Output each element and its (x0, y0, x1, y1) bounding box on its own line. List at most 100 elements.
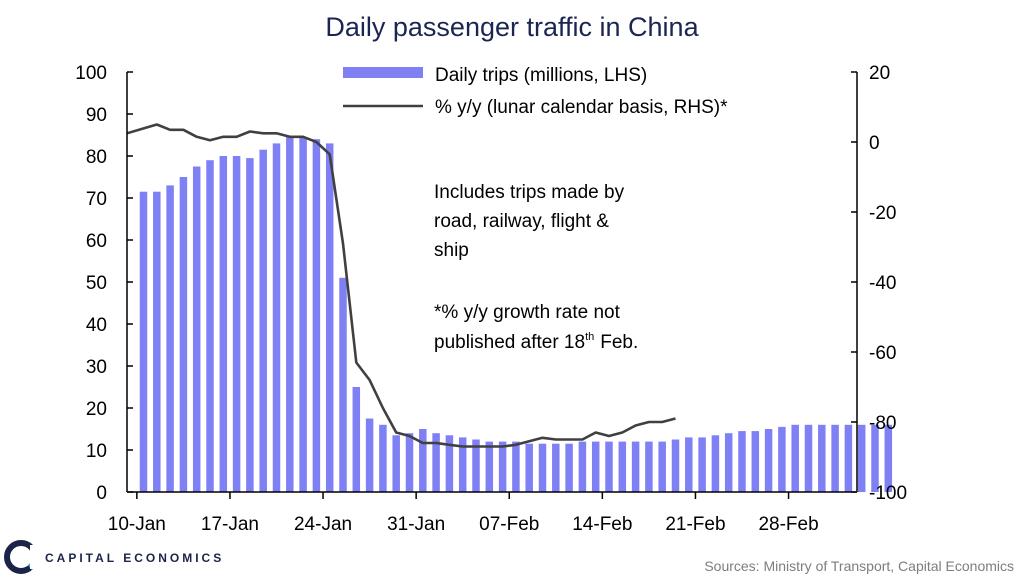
legend-bar-label: Daily trips (millions, LHS) (435, 65, 647, 86)
left-tick-label: 20 (86, 399, 107, 420)
bar (352, 387, 361, 492)
bar (578, 441, 587, 492)
bar (685, 437, 693, 492)
bar (804, 424, 813, 492)
annotation-line-3: ship (434, 240, 469, 261)
bar (432, 433, 440, 492)
bar (485, 441, 494, 492)
bar (166, 185, 174, 492)
bar (286, 137, 294, 492)
annotation-line-1: Includes trips made by (434, 182, 625, 203)
right-tick-label: -80 (869, 413, 896, 434)
bar (139, 191, 148, 492)
bar (764, 429, 773, 492)
bar (365, 418, 374, 492)
bar (392, 435, 400, 492)
x-tick-label: 21-Feb (665, 514, 725, 535)
bar (325, 143, 334, 492)
bar (698, 437, 706, 492)
chart-title: Daily passenger traffic in China (325, 12, 699, 42)
annotation-line-5: published after 18th Feb. (434, 331, 638, 353)
left-tick-label: 50 (86, 273, 107, 294)
bar (339, 277, 347, 492)
bar (552, 443, 560, 492)
bar (512, 441, 520, 492)
left-tick-label: 30 (86, 357, 107, 378)
bar (272, 143, 281, 492)
x-tick-label: 17-Jan (201, 514, 259, 535)
bar (658, 441, 666, 492)
right-tick-label: -60 (869, 343, 896, 364)
legend-line-label: % y/y (lunar calendar basis, RHS)* (435, 97, 728, 118)
bar (791, 424, 799, 492)
annotation-line-2: road, railway, flight & (434, 211, 609, 232)
line-series-group (126, 123, 676, 448)
bar (405, 433, 414, 492)
bar (206, 160, 214, 492)
right-axis: 20 0 -20 -40 -60 -80 -100 (851, 63, 907, 504)
bar (831, 424, 839, 492)
left-tick-label: 40 (86, 315, 107, 336)
bar (458, 437, 467, 492)
left-tick-label: 70 (86, 189, 107, 210)
bar (246, 158, 254, 492)
left-tick-label: 90 (86, 105, 107, 126)
bar (498, 441, 507, 492)
bar (645, 441, 653, 492)
right-tick-label: 20 (869, 63, 890, 84)
bar (605, 441, 613, 492)
bar (618, 441, 627, 492)
bar (192, 166, 201, 492)
source-note: Sources: Ministry of Transport, Capital … (704, 558, 1014, 574)
bar (711, 435, 720, 492)
bar (259, 149, 267, 492)
bar (871, 424, 879, 492)
bar (538, 443, 547, 492)
bar (751, 431, 760, 492)
bar (219, 156, 228, 492)
right-tick-label: -20 (869, 203, 896, 224)
capital-economics-logo: CAPITAL ECONOMICS (4, 540, 224, 574)
x-tick-label: 31-Jan (387, 514, 445, 535)
bar (884, 424, 893, 492)
bar (472, 439, 480, 492)
bar (565, 443, 573, 492)
left-tick-label: 60 (86, 231, 107, 252)
x-tick-label: 28-Feb (758, 514, 818, 535)
bar (671, 439, 680, 492)
left-tick-label: 0 (96, 483, 107, 504)
bar (232, 156, 241, 492)
yoy-line (126, 123, 676, 448)
x-axis: 10-Jan 17-Jan 24-Jan 31-Jan 07-Feb 14-Feb 21-F… (108, 491, 857, 535)
x-tick-label: 24-Jan (294, 514, 352, 535)
x-tick-label: 07-Feb (479, 514, 539, 535)
bar (299, 137, 307, 492)
bar (844, 424, 853, 492)
bar (445, 435, 454, 492)
legend: Daily trips (millions, LHS) % y/y (lunar… (343, 65, 728, 118)
bar (738, 431, 746, 492)
annotation-line-4: *% y/y growth rate not (434, 302, 621, 323)
brand-name: CAPITAL ECONOMICS (45, 551, 224, 565)
bar (724, 433, 733, 492)
bar (153, 191, 161, 492)
bar (525, 443, 533, 492)
bar (312, 139, 321, 492)
annotation-box: Includes trips made by road, railway, fl… (434, 182, 638, 353)
bar (591, 441, 600, 492)
bar (857, 424, 866, 492)
bar (419, 429, 427, 492)
right-tick-label: -100 (869, 483, 907, 504)
bar (631, 441, 640, 492)
bar-series (139, 137, 893, 492)
left-tick-label: 10 (86, 441, 107, 462)
bar (179, 177, 188, 492)
right-tick-label: -40 (869, 273, 896, 294)
bar (778, 426, 786, 492)
x-tick-label: 10-Jan (108, 514, 166, 535)
left-tick-label: 100 (75, 63, 107, 84)
x-tick-label: 14-Feb (572, 514, 632, 535)
bar (379, 424, 387, 492)
left-tick-label: 80 (86, 147, 107, 168)
